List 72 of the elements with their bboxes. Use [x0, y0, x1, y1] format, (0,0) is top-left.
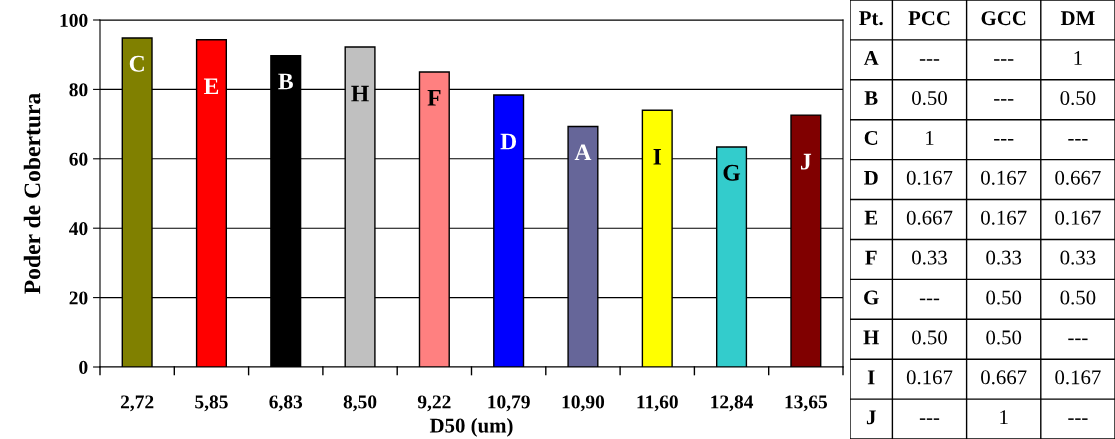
- text: 1: [1000, 410, 1008, 425]
- text: 1: [926, 130, 934, 145]
- data-label: F: [427, 90, 441, 106]
- data-label: B: [278, 73, 293, 90]
- category-label: Pt.: [859, 11, 883, 26]
- text: 0.167: [906, 370, 953, 385]
- data-label: C: [129, 55, 144, 72]
- category-label: H: [863, 330, 879, 345]
- x-tick-label: 2,72: [120, 395, 154, 412]
- x-tick-label: 9,22: [417, 395, 451, 412]
- text: 0.667: [981, 370, 1027, 385]
- x-tick-label: 8,50: [343, 395, 377, 412]
- category-label: DM: [1060, 11, 1095, 26]
- data-label: G: [723, 164, 741, 181]
- x-tick-label: 5,85: [195, 395, 228, 412]
- text: 0.50: [986, 330, 1022, 345]
- text: 0.50: [912, 90, 947, 106]
- category-label: B: [864, 91, 878, 105]
- x-tick-label: 6,83: [269, 395, 303, 412]
- y-tick-label: 0: [79, 360, 88, 374]
- category-label: I: [867, 370, 875, 385]
- text: 0.167: [981, 210, 1027, 225]
- text: 0.33: [1060, 250, 1096, 265]
- text: ---: [994, 59, 1014, 61]
- y-tick-label: 100: [60, 13, 88, 27]
- y-tick-label: 60: [69, 152, 88, 166]
- x-tick-label: 10,79: [488, 395, 530, 412]
- y-tick-label: 80: [69, 83, 88, 97]
- x-tick-label: 11,60: [637, 395, 678, 412]
- text: 1: [1074, 51, 1082, 65]
- text: 0.167: [1055, 370, 1101, 385]
- data-label: H: [351, 85, 369, 102]
- category-label: C: [864, 130, 878, 145]
- text: 0.33: [986, 250, 1022, 265]
- x-axis-title: D50 (um): [429, 417, 513, 437]
- text: ---: [994, 99, 1014, 101]
- category-label: G: [864, 290, 879, 305]
- text: ---: [994, 139, 1014, 141]
- text: 0.667: [906, 210, 953, 225]
- text: 0.167: [906, 170, 953, 185]
- data-label: E: [203, 78, 219, 95]
- category-label: A: [863, 51, 879, 65]
- data-label: J: [800, 153, 812, 170]
- text: 0.167: [981, 170, 1027, 185]
- text: ---: [919, 59, 940, 61]
- text: ---: [919, 298, 940, 301]
- category-label: F: [865, 250, 877, 265]
- text: 0.50: [912, 330, 947, 345]
- y-axis-title: Poder de Cobertura: [23, 93, 41, 294]
- text: ---: [919, 418, 940, 420]
- data-label: D: [500, 133, 517, 150]
- category-label: E: [864, 210, 878, 225]
- category-label: J: [866, 410, 876, 425]
- data-label: I: [653, 149, 662, 165]
- category-label: GCC: [981, 11, 1026, 26]
- text: 0.50: [1060, 90, 1096, 106]
- category-label: PCC: [908, 11, 950, 26]
- data-label: A: [574, 144, 592, 160]
- x-tick-label: 12,84: [711, 395, 754, 412]
- text: ---: [1068, 338, 1088, 341]
- text: 0.33: [912, 250, 947, 265]
- x-tick-label: 13,65: [785, 395, 828, 412]
- text: ---: [1068, 139, 1088, 141]
- text: 0.167: [1055, 210, 1101, 225]
- text: 0.50: [1060, 290, 1096, 305]
- y-tick-label: 40: [69, 222, 88, 236]
- text: 0.50: [986, 290, 1022, 305]
- x-tick-label: 10,90: [562, 395, 605, 412]
- text: ---: [1068, 418, 1088, 420]
- y-tick-label: 20: [69, 291, 88, 305]
- category-label: D: [864, 170, 878, 185]
- text: 0.667: [1055, 170, 1101, 185]
